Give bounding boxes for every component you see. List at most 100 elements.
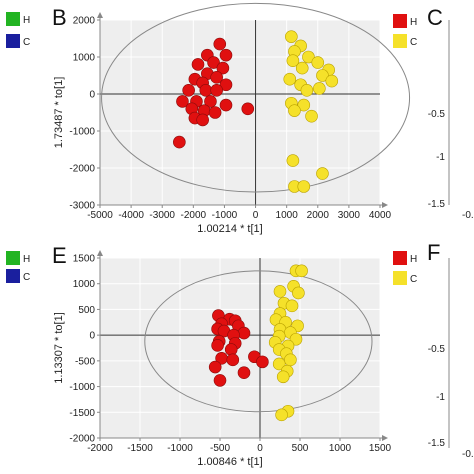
- point-c-16: [288, 104, 301, 117]
- left-legend-bottom: H C: [6, 251, 30, 283]
- point-h-14: [176, 95, 189, 108]
- legend-label-h: H: [410, 17, 417, 28]
- point-h-12: [199, 84, 213, 97]
- point-h-11: [211, 339, 224, 352]
- right-tick-7: -1.5: [428, 438, 446, 449]
- point-c-19: [316, 167, 329, 180]
- right-tick-3: -1.5: [428, 199, 446, 210]
- y-tick-label-4: -500: [75, 356, 95, 367]
- legend-swatch-h: [393, 251, 407, 265]
- y-tick-label-2: 500: [78, 305, 95, 316]
- point-h-18: [237, 366, 251, 379]
- right-panel-top: C -0.5 -1 -1.5 -0.2: [427, 5, 474, 221]
- x-tick-label-1: -1500: [127, 443, 153, 454]
- y-tick-label-4: -2000: [69, 164, 95, 175]
- legend-swatch-h-left: [6, 12, 20, 26]
- panel-letter-e: E: [52, 243, 67, 268]
- y-tick-label-5: -1000: [69, 382, 95, 393]
- right-tick-6: -1: [436, 392, 445, 403]
- point-h-3: [207, 56, 220, 69]
- x-tick-label-3: -500: [210, 443, 230, 454]
- left-legend-top: H C: [6, 12, 30, 48]
- x-tick-label-6: 1000: [329, 443, 352, 454]
- right-tick-4: -0.2: [462, 210, 474, 221]
- legend-swatch-c: [393, 34, 407, 48]
- right-tick-8: -0.2: [462, 449, 474, 460]
- point-h-23: [196, 113, 209, 127]
- point-h-16: [204, 95, 217, 108]
- y-tick-label-3: 0: [89, 331, 95, 342]
- point-c-18: [286, 154, 300, 167]
- y-tick-label-5: -3000: [69, 201, 95, 212]
- point-h-19: [213, 374, 227, 387]
- y-tick-label-3: -1000: [69, 127, 95, 138]
- point-c-9: [283, 72, 297, 86]
- legend-swatch-h: [393, 14, 407, 28]
- legend-label-c: C: [410, 37, 417, 48]
- scatter-plot-b: -5000 -4000 -3000 -2000 -1000 0 1000 2000 3000 40…: [53, 2, 417, 235]
- legend-swatch-c-left-2: [6, 269, 20, 283]
- y-tick-label-6: -1500: [69, 408, 95, 419]
- point-h-16: [256, 355, 269, 369]
- point-c-5: [311, 56, 325, 69]
- point-c-24: [275, 408, 288, 422]
- plot-background: [100, 20, 380, 205]
- point-h-17: [208, 360, 222, 374]
- y-tick-label-2: 0: [89, 90, 95, 101]
- point-c-15: [297, 98, 311, 112]
- point-h-2: [219, 48, 233, 62]
- x-tick-label-2: -1000: [167, 443, 193, 454]
- legend-label-c-left: C: [23, 37, 30, 48]
- confidence-ellipse: [101, 2, 411, 193]
- legend-swatch-c-left: [6, 34, 20, 48]
- point-c-6: [295, 61, 309, 75]
- x-tick-label-6: 1000: [276, 210, 299, 221]
- point-c-12: [313, 82, 326, 95]
- x-tick-label-8: 3000: [338, 210, 361, 221]
- x-tick-label-1: -4000: [118, 210, 144, 221]
- point-h-17: [219, 98, 233, 112]
- point-c-10: [325, 74, 339, 88]
- point-c-19: [284, 353, 297, 367]
- point-h-13: [210, 84, 223, 97]
- legend-label-h-left: H: [23, 15, 30, 26]
- point-c-3: [302, 50, 315, 64]
- x-tick-label-4: -1000: [212, 210, 238, 221]
- point-c-6: [285, 299, 299, 313]
- point-h-18: [241, 102, 255, 116]
- point-h-5: [216, 61, 230, 75]
- point-c-20: [272, 357, 286, 371]
- point-h-10: [219, 78, 233, 92]
- x-tick-label-9: 4000: [369, 210, 392, 221]
- point-c-8: [316, 69, 329, 82]
- panel-letter-c: C: [427, 5, 443, 30]
- point-c-0: [285, 30, 298, 43]
- y-axis-arrow: [97, 250, 103, 256]
- point-h-11: [182, 84, 195, 97]
- y-tick-label-1: 1000: [73, 53, 96, 64]
- legend-swatch-c: [393, 271, 407, 285]
- legend-label-h: H: [410, 254, 417, 265]
- y-tick-label-7: -2000: [69, 434, 95, 445]
- point-c-1: [295, 264, 308, 278]
- legend-label-c-left-2: C: [23, 272, 30, 283]
- right-tick-2: -1: [436, 152, 445, 163]
- panel-letter-b: B: [52, 5, 67, 30]
- point-c-21: [297, 180, 311, 193]
- point-c-22: [276, 370, 290, 384]
- legend-swatch-h-left-2: [6, 251, 20, 265]
- right-tick-1: -0.5: [428, 109, 446, 120]
- x-axis-arrow: [382, 202, 388, 208]
- scatter-plot-e: -2000 -1500 -1000 -500 0 500 1000 1500 1500 1000 5…: [53, 250, 417, 468]
- point-h-4: [191, 58, 205, 71]
- y-axis-arrow: [97, 12, 103, 18]
- legend-label-h-left-2: H: [23, 254, 30, 265]
- confidence-ellipse: [144, 270, 373, 413]
- y-tick-label-0: 1500: [73, 254, 96, 265]
- point-c-4: [292, 286, 305, 300]
- point-c-17: [305, 109, 318, 123]
- point-h-24: [173, 135, 186, 149]
- y-axis-label: 1.73487 * to[1]: [53, 77, 65, 149]
- right-tick-5: -0.5: [428, 344, 446, 355]
- point-h-7: [237, 326, 251, 340]
